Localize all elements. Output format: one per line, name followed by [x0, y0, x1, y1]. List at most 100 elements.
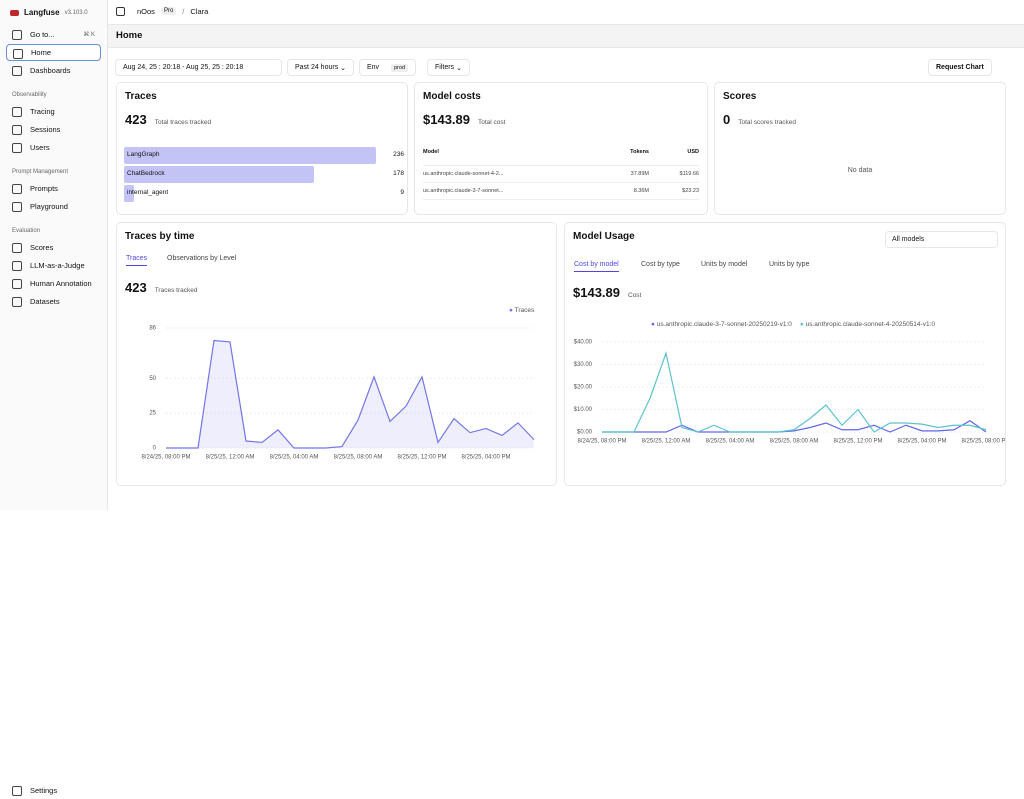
tab[interactable]: Cost by type: [641, 261, 680, 268]
request-label: Request Chart: [936, 64, 984, 71]
nav-item[interactable]: Users: [6, 139, 101, 156]
area: [166, 340, 534, 448]
card-title: Model costs: [423, 91, 481, 102]
y-tick-label: $10.00: [574, 407, 593, 413]
nav-label: Settings: [30, 786, 58, 795]
date-picker[interactable]: Aug 24, 25 : 20:18 - Aug 25, 25 : 20:18: [115, 59, 282, 76]
bar-label: internal_agent: [127, 189, 169, 196]
bar-label: ChatBedrock: [127, 170, 165, 177]
nav-item[interactable]: Home: [6, 44, 101, 61]
traces-time-card: Traces by time Traces Observations by Le…: [116, 222, 557, 486]
org[interactable]: nOos: [137, 6, 155, 16]
nav-item[interactable]: Settings: [6, 782, 102, 799]
table-cell: us.anthropic.claude-sonnet-4-2...: [423, 171, 504, 177]
page-header: Home: [108, 24, 1024, 48]
x-tick-label: 8/25/25, 04:00 AM: [706, 439, 755, 445]
preset-select[interactable]: Past 24 hours ⌄: [287, 59, 355, 76]
x-tick-label: 8/25/25, 12:00 PM: [397, 455, 446, 461]
legend-label: us.anthropic.claude-sonnet-4-20250514-v1…: [805, 321, 935, 328]
nav-item[interactable]: LLM-as-a-Judge: [6, 257, 101, 274]
request-chart[interactable]: Request Chart: [928, 59, 992, 76]
card-title: Traces: [125, 91, 157, 102]
x-tick-label: 8/24/25, 08:00 PM: [141, 455, 190, 461]
page-title: Home: [116, 30, 143, 41]
legend-item: ● us.anthropic.claude-sonnet-4-20250514-…: [800, 321, 935, 328]
nav-item[interactable]: Sessions: [6, 121, 101, 138]
separator: /: [182, 6, 185, 16]
tab[interactable]: Observations by Level: [167, 255, 237, 262]
total-label: Total cost: [478, 119, 506, 126]
search[interactable]: Go to... ⌘ K: [6, 26, 101, 43]
total: $143.89: [573, 285, 620, 300]
legend-label: Traces: [514, 307, 535, 314]
total: 423: [125, 112, 147, 127]
y-tick-label: $20.00: [574, 385, 593, 391]
main: nOos Pro / Clara Home Aug 24, 25 : 20:18…: [108, 0, 1024, 510]
logo: Langfuse: [24, 8, 60, 17]
total: 0: [723, 112, 731, 127]
nav-item[interactable]: Datasets: [6, 293, 101, 310]
date-range: Aug 24, 25 : 20:18 - Aug 25, 25 : 20:18: [123, 64, 244, 71]
nav: Home Dashboards Observability Tracing Sessio…: [0, 44, 107, 310]
line: [602, 420, 987, 433]
env-select[interactable]: Env prod: [359, 59, 417, 76]
env-value: prod: [391, 63, 409, 72]
version: v3.103.0: [64, 9, 88, 16]
model-select[interactable]: All models: [885, 231, 998, 248]
line: [166, 339, 535, 449]
x-tick-label: 8/25/25, 12:00 PM: [833, 439, 882, 445]
search-label: Go to...: [30, 30, 55, 39]
filters-label: Filters: [435, 64, 455, 71]
x-tick-label: 8/25/25, 04:00 PM: [461, 455, 510, 461]
y-tick-label: $40.00: [574, 340, 593, 346]
tab[interactable]: Units by type: [769, 261, 810, 268]
nav-item[interactable]: Human Annotation: [6, 275, 101, 292]
table-cell: 37.89M: [630, 171, 649, 177]
tab[interactable]: Cost by model: [574, 261, 619, 272]
traces-chart: 0 25 50 86 8/24/25, 08:00 PM 8/25/25, 12:00 A…: [141, 326, 535, 461]
card-title: Traces by time: [125, 231, 195, 242]
usage-card: Model Usage All models Cost by model Cost…: [564, 222, 1006, 486]
tab[interactable]: Units by model: [701, 261, 748, 268]
nav-section: Prompt Management: [12, 169, 69, 175]
x-tick-label: 8/25/25, 12:00 AM: [642, 439, 691, 445]
x-tick-label: 8/25/25, 08:00 AM: [770, 439, 819, 445]
nav-item[interactable]: Playground: [6, 198, 101, 215]
filters-button[interactable]: Filters ⌄: [427, 59, 470, 76]
nav-item[interactable]: Scores: [6, 239, 101, 256]
bar-value: 236: [393, 151, 404, 158]
y-tick-label: 86: [149, 326, 156, 332]
bar-row: internal_agent 9: [124, 185, 404, 202]
plan-badge: Pro: [160, 7, 177, 15]
column-header: USD: [687, 149, 699, 155]
nav-item[interactable]: Tracing: [6, 103, 101, 120]
total: 423: [125, 280, 147, 295]
legend: ● us.anthropic.claude-3-7-sonnet-2025021…: [651, 321, 935, 328]
x-tick-label: 8/25/25, 04:00 AM: [270, 455, 319, 461]
y-tick-label: 25: [149, 411, 156, 417]
card-total: 0 Total scores tracked: [723, 112, 796, 127]
total-label: Cost: [628, 292, 642, 299]
total-label: Total scores tracked: [738, 119, 797, 126]
table-row: us.anthropic.claude-sonnet-4-2... 37.89M $…: [423, 166, 699, 183]
scores-card: Scores 0 Total scores tracked No data: [714, 82, 1006, 215]
bar: [124, 166, 315, 183]
nav-item[interactable]: Prompts: [6, 180, 101, 197]
project[interactable]: Clara: [190, 6, 209, 16]
bar-value: 9: [400, 189, 404, 196]
y-tick-label: $0.00: [577, 430, 593, 436]
legend-label: us.anthropic.claude-3-7-sonnet-20250219-…: [656, 321, 792, 328]
env: Env: [367, 64, 380, 71]
bar-list: LangGraph 236 ChatBedrock 178 internal_agent…: [124, 147, 404, 204]
cost-table: Model Tokens USD us.anthropic.claude-sonnet…: [423, 149, 699, 200]
y-tick-label: 50: [149, 376, 156, 382]
card-total: 423 Traces tracked: [125, 280, 197, 295]
nav-item[interactable]: Dashboards: [6, 62, 101, 79]
y-tick-label: $30.00: [574, 362, 593, 368]
shortcut: ⌘ K: [83, 32, 95, 38]
tab[interactable]: Traces: [126, 255, 148, 266]
total: $143.89: [423, 112, 470, 127]
bar-value: 178: [393, 170, 404, 177]
x-tick-label: 8/25/25, 08:00 AM: [334, 455, 383, 461]
sidebar-toggle[interactable]: [116, 6, 125, 16]
